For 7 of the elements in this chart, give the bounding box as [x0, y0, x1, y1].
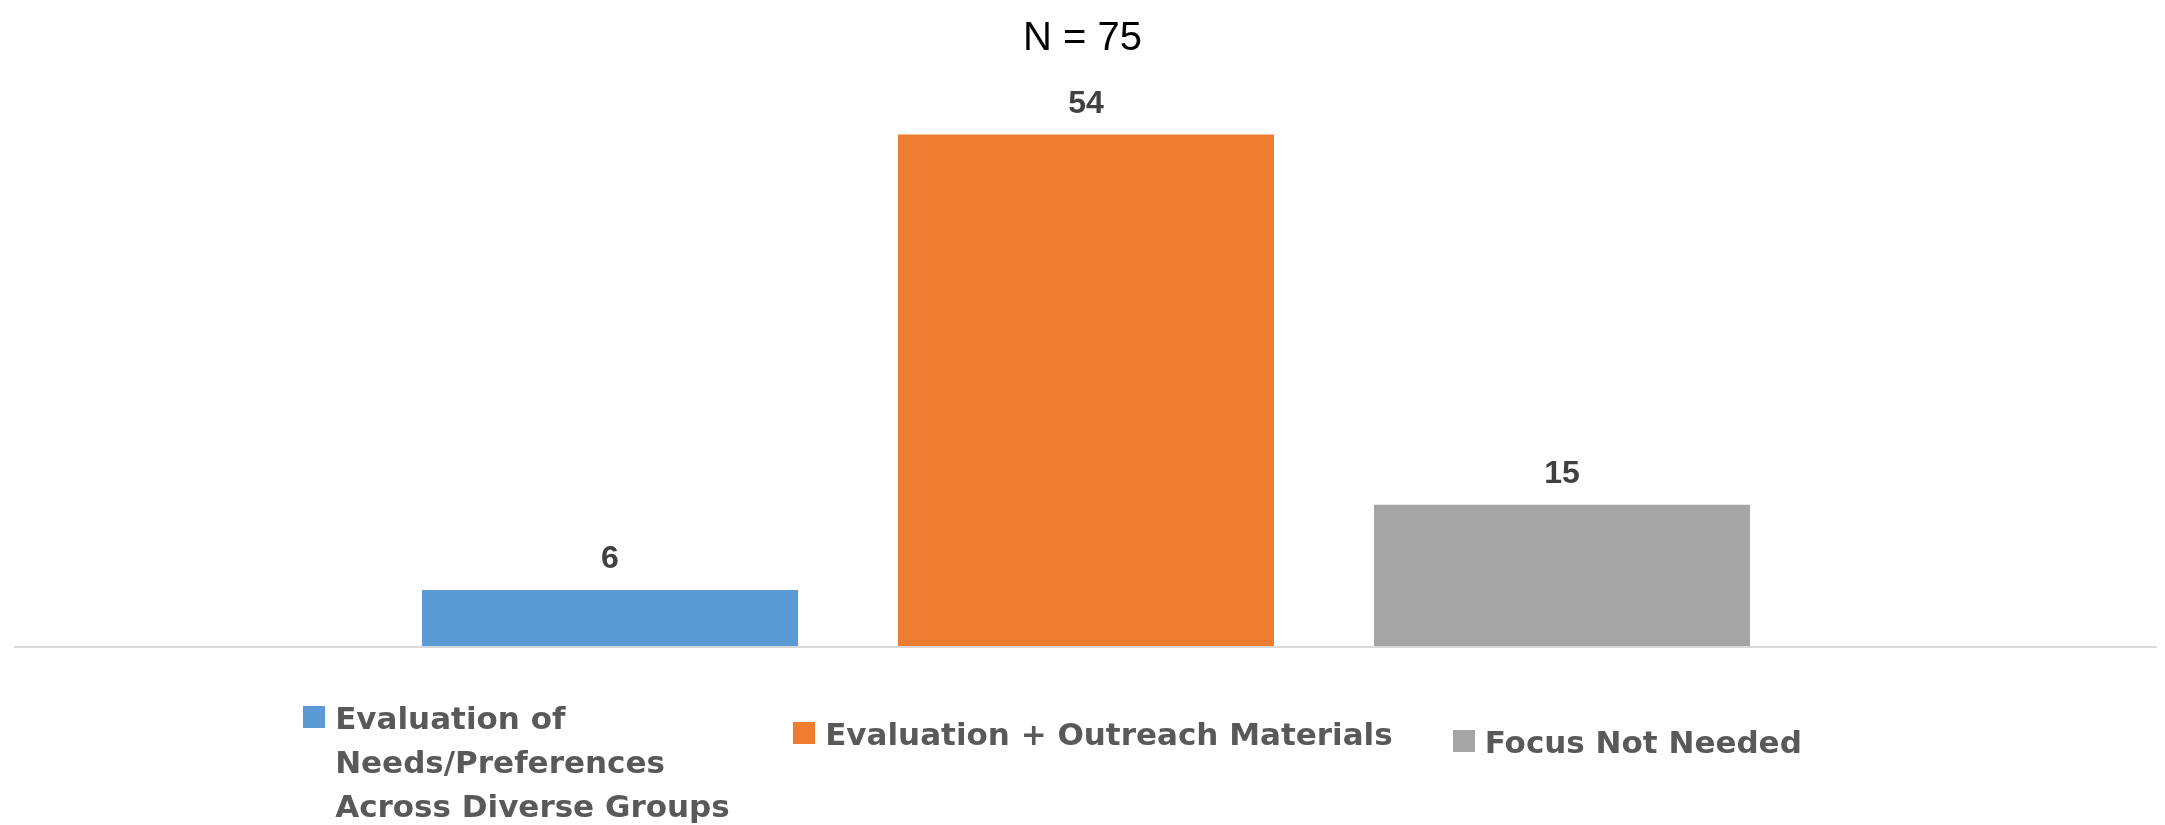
legend-label: Focus Not Needed	[1484, 723, 1802, 762]
legend-label: Evaluation of Needs/Preferences Across Diverse Groups	[335, 699, 731, 825]
legend-label: Evaluation + Outreach Materials	[825, 715, 1393, 754]
data-label: 6	[601, 539, 619, 576]
data-label: 15	[1544, 453, 1580, 490]
data-label: 54	[1068, 83, 1104, 120]
chart-title: N = 75	[1022, 13, 1143, 60]
